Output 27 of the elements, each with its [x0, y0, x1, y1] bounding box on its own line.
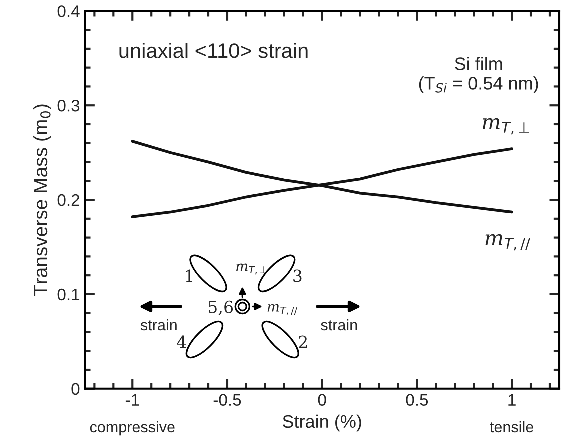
x-tick-label: -0.5 — [214, 394, 242, 406]
y-tick-label: 0.2 — [58, 194, 80, 206]
y-axis-title: Transverse Mass (m$_{0}$) — [33, 104, 52, 296]
annotation: m$_{T,⊥}$ — [236, 264, 268, 275]
y-tick-label: 0.1 — [58, 288, 80, 301]
annotation: strain — [321, 319, 358, 331]
annotation: 1 — [186, 270, 192, 282]
x-tick-label: 0.5 — [406, 394, 428, 406]
annotation: uniaxial <110> strain — [120, 43, 308, 58]
series-label: m$_{T,//}$ — [486, 234, 530, 251]
x-axis-title: Strain (%) — [283, 414, 362, 432]
annotation: 3 — [294, 270, 302, 282]
series-label: m$_{T,⊥}$ — [482, 118, 530, 135]
annotation: m$_{T,//}$ — [268, 304, 298, 316]
x-tick-label: 0 — [318, 394, 326, 406]
annotation: 5,6 — [209, 300, 234, 316]
text: compressive — [90, 421, 175, 436]
annotation: strain — [140, 319, 177, 331]
x-tick-label: 1 — [508, 394, 516, 406]
text: tensile — [490, 421, 534, 433]
x-tick-label: -1 — [126, 394, 140, 406]
annotation: 2 — [299, 336, 308, 348]
y-tick-label: 0 — [72, 383, 80, 396]
y-tick-label: 0.4 — [58, 6, 80, 18]
annotation: 4 — [177, 336, 186, 348]
y-tick-label: 0.3 — [58, 100, 80, 112]
annotation: Si film (T$_{Si}$ = 0.54 nm) — [419, 57, 538, 94]
